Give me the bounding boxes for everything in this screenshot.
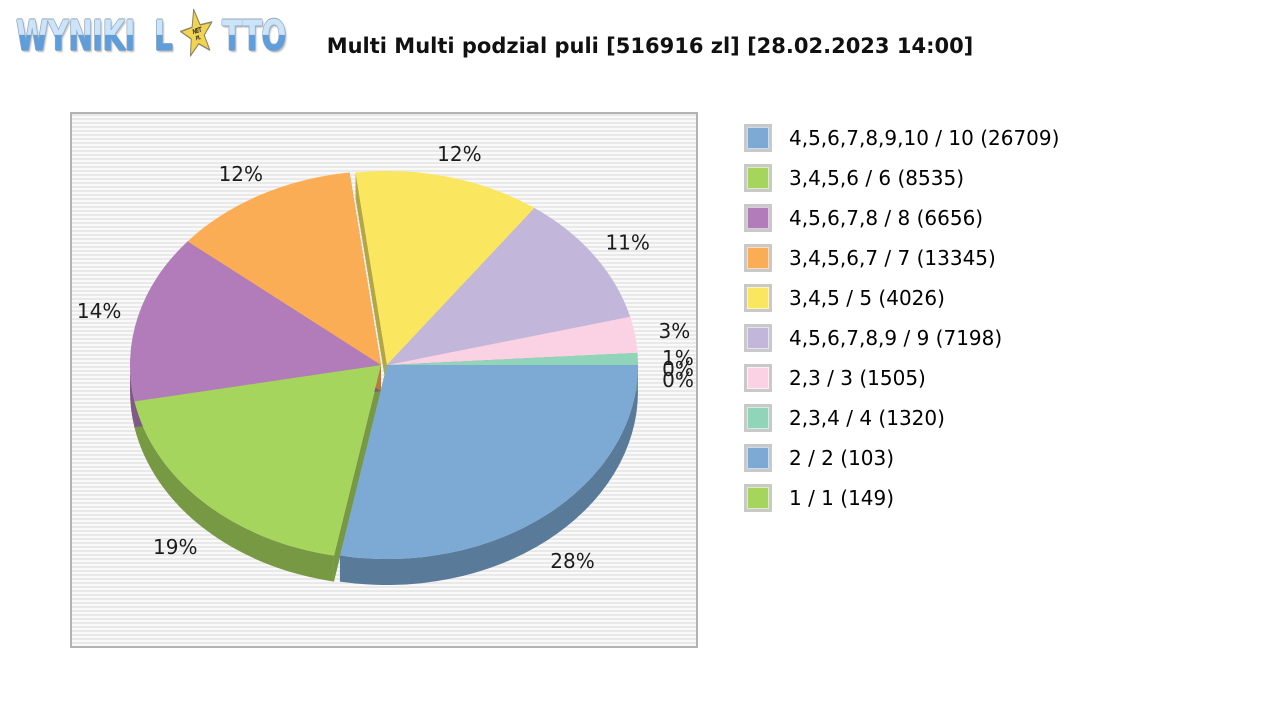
pie-label: 11%: [605, 230, 649, 254]
legend-swatch: [744, 364, 772, 392]
legend-swatch: [744, 204, 772, 232]
legend-swatch: [744, 324, 772, 352]
legend-label: 3,4,5,6,7 / 7 (13345): [789, 246, 996, 270]
pie-slice: [130, 241, 381, 402]
legend-label: 4,5,6,7,8 / 8 (6656): [789, 206, 984, 230]
logo-word-tto-highlight: TTO: [222, 11, 286, 60]
pie-slice-rim: [130, 365, 135, 428]
pie-slice-side: [333, 365, 381, 582]
legend-item: 2,3 / 3 (1505): [744, 364, 1059, 392]
legend-label: 2,3,4 / 4 (1320): [789, 406, 945, 430]
pie-slice-side: [355, 172, 387, 391]
legend-item: 1 / 1 (149): [744, 484, 1059, 512]
legend-item: 4,5,6,7,8 / 8 (6656): [744, 204, 1059, 232]
pie-slice: [134, 365, 381, 556]
legend-swatch: [744, 244, 772, 272]
logo-word-wyniki-highlight: WYNIKI: [16, 11, 135, 60]
pie-slice: [387, 208, 631, 365]
legend-label: 4,5,6,7,8,9 / 9 (7198): [789, 326, 1003, 350]
legend-swatch: [744, 444, 772, 472]
legend-item: 3,4,5,6 / 6 (8535): [744, 164, 1059, 192]
star-text-bottom: PL: [195, 34, 201, 42]
pie-label: 28%: [550, 549, 594, 573]
legend: 4,5,6,7,8,9,10 / 10 (26709) 3,4,5,6 / 6 (…: [744, 124, 1059, 524]
star-icon: NET PL: [179, 8, 213, 57]
pie-label: 19%: [153, 535, 197, 559]
legend-label: 4,5,6,7,8,9,10 / 10 (26709): [789, 126, 1060, 150]
legend-swatch: [744, 124, 772, 152]
legend-item: 3,4,5,6,7 / 7 (13345): [744, 244, 1059, 272]
chart-panel: 28% 19% 14% 12% 12% 11% 3% 1% 0% 0%: [70, 112, 698, 648]
pie-slice: [339, 365, 638, 559]
legend-item: 4,5,6,7,8,9 / 9 (7198): [744, 324, 1059, 352]
pie-label: 0%: [662, 368, 694, 392]
legend-label: 2 / 2 (103): [789, 446, 895, 470]
pie-chart-svg: 28% 19% 14% 12% 12% 11% 3% 1%0%0%: [77, 142, 694, 585]
logo-letter-l-text: L: [154, 11, 173, 60]
legend-swatch: [744, 284, 772, 312]
legend-swatch: [744, 484, 772, 512]
logo-word-tto: TTO TTO: [222, 8, 286, 64]
pie-label: 3%: [659, 319, 691, 343]
pie-label: 12%: [219, 162, 263, 186]
legend-item: 3,4,5 / 5 (4026): [744, 284, 1059, 312]
logo-word-tto-text: TTO: [222, 11, 286, 60]
legend-label: 2,3 / 3 (1505): [789, 366, 926, 390]
legend-item: 4,5,6,7,8,9,10 / 10 (26709): [744, 124, 1059, 152]
legend-swatch: [744, 404, 772, 432]
legend-item: 2 / 2 (103): [744, 444, 1059, 472]
pie-label: 0%: [662, 357, 694, 381]
pie-label: 12%: [437, 142, 481, 166]
pie-slice: [355, 171, 535, 365]
logo-word-wyniki: WYNIKI WYNIKI: [16, 8, 135, 64]
legend-label: 1 / 1 (149): [789, 486, 895, 510]
pie-slice-rim: [339, 365, 638, 585]
star-text-top: NET: [192, 26, 203, 37]
logo-word-wyniki-text: WYNIKI: [16, 11, 135, 60]
pie-slice: [387, 316, 638, 365]
pie-label: 1%: [662, 346, 694, 370]
page-title: Multi Multi podzial puli [516916 zl] [28…: [326, 34, 974, 58]
logo-letter-l-highlight: L: [154, 11, 173, 60]
legend-label: 3,4,5 / 5 (4026): [789, 286, 945, 310]
pie-slice: [387, 352, 638, 365]
legend-item: 2,3,4 / 4 (1320): [744, 404, 1059, 432]
pie-slice-rim: [134, 401, 334, 582]
legend-swatch: [744, 164, 772, 192]
pie-slice: [187, 172, 381, 365]
pie-label: 14%: [77, 299, 121, 323]
legend-label: 3,4,5,6 / 6 (8535): [789, 166, 965, 190]
